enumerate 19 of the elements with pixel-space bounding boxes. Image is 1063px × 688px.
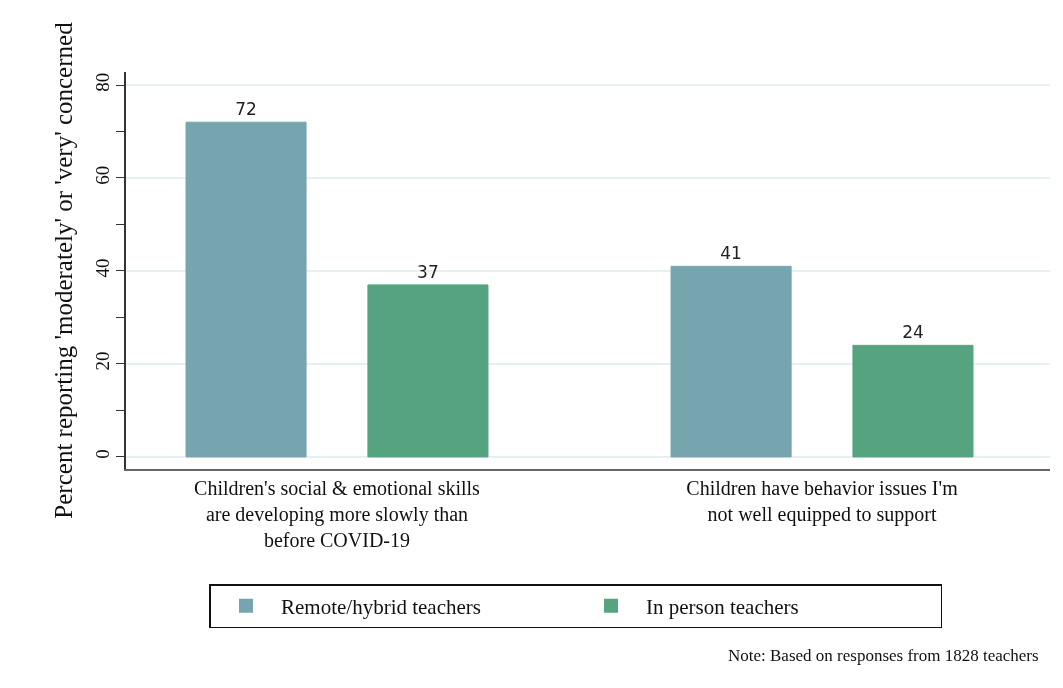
- y-tick-label: 0: [91, 449, 113, 459]
- data-label: 24: [902, 322, 924, 343]
- x-tick-label: Children have behavior issues I'm not well equipped to support: [686, 477, 959, 526]
- data-label: 72: [235, 99, 257, 120]
- y-axis-title: Percent reporting 'moderately' or 'very' concerned: [49, 21, 77, 519]
- bar: [852, 344, 974, 458]
- y-tick-label: 40: [91, 258, 113, 278]
- bar: [367, 284, 489, 458]
- y-tick-label: 80: [91, 72, 113, 92]
- data-label: 41: [720, 243, 742, 264]
- text: Note: Based on responses from 1828 teachers: [728, 646, 1039, 665]
- y-tick-label: 60: [91, 165, 113, 185]
- bar: [185, 121, 307, 458]
- data-label: 37: [417, 261, 439, 282]
- bar: [670, 265, 792, 458]
- legend-label: In person teachers: [645, 594, 799, 619]
- x-tick-label: Children's social & emotional skills are developing more slowly than before COVID-19: [194, 477, 481, 551]
- y-tick-label: 20: [91, 351, 113, 371]
- legend-label: Remote/hybrid teachers: [280, 594, 481, 619]
